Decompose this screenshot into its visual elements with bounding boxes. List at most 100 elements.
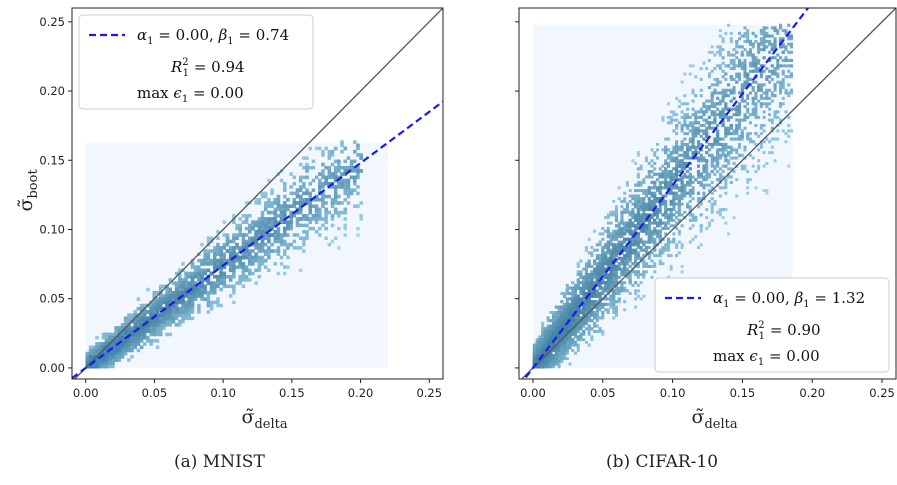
histogram-bin [321,217,325,221]
histogram-bin [321,198,325,202]
histogram-bin [203,290,207,295]
histogram-bin [289,223,293,228]
histogram-bin [557,351,561,355]
histogram-bin [677,194,681,198]
histogram-bin [292,201,297,205]
histogram-bin [642,199,646,203]
histogram-bin [289,217,293,221]
histogram-bin [209,300,214,305]
histogram-bin [104,335,109,340]
histogram-bin [776,53,780,57]
histogram-bin [359,156,363,160]
histogram-bin [178,307,182,311]
histogram-bin [171,307,176,311]
histogram-bin [666,191,670,195]
histogram-bin [133,339,137,343]
histogram-bin [653,232,657,236]
histogram-bin [612,235,616,239]
histogram-bin [732,148,736,152]
histogram-bin [273,236,277,240]
histogram-bin [612,283,616,287]
histogram-bin [754,142,758,146]
histogram-bin [324,175,328,180]
histogram-bin [735,137,739,141]
histogram-bin [691,189,695,193]
histogram-bin [225,262,230,266]
histogram-bin [235,258,239,263]
histogram-bin [311,226,316,231]
histogram-bin [721,151,725,155]
histogram-bin [628,237,632,241]
histogram-bin [710,205,714,209]
histogram-bin [111,361,115,366]
histogram-bin [333,185,338,189]
histogram-bin [276,249,281,253]
histogram-bin [672,159,676,163]
histogram-bin [762,39,766,43]
histogram-bin [248,268,252,273]
histogram-bin [699,159,703,163]
histogram-bin [244,255,249,260]
histogram-bin [696,164,701,168]
histogram-bin [206,310,211,314]
histogram-bin [343,207,347,212]
histogram-bin [691,186,695,190]
histogram-bin [98,345,102,349]
histogram-bin [565,340,569,344]
histogram-bin [634,305,638,309]
histogram-bin [197,274,201,279]
histogram-bin [677,159,681,163]
histogram-bin [677,205,681,209]
histogram-bin [213,281,217,285]
histogram-bin [327,149,332,154]
histogram-bin [244,201,249,205]
histogram-bin [727,161,731,165]
histogram-bin [642,210,646,214]
histogram-bin [776,110,780,114]
histogram-bin [206,278,211,282]
histogram-bin [773,159,777,163]
histogram-bin [683,118,687,122]
histogram-bin [696,199,701,203]
histogram-bin [149,313,153,317]
histogram-bin [623,199,627,203]
histogram-bin [672,202,676,206]
histogram-bin [143,303,147,308]
histogram-bin [754,58,758,62]
histogram-bin [286,198,290,202]
histogram-bin [260,262,265,266]
histogram-bin [244,214,249,218]
histogram-bin [248,255,252,260]
histogram-bin [292,246,297,250]
histogram-bin [187,313,192,317]
histogram-bin [200,242,204,247]
histogram-bin [314,214,319,218]
histogram-bin [187,307,192,311]
histogram-bin [729,75,733,79]
x-tick-label: 0.10 [210,386,236,400]
histogram-bin [279,233,284,237]
legend-r2-label: R2 1 = 0.94 [170,57,245,79]
histogram-bin [718,115,722,119]
histogram-bin [609,297,613,301]
histogram-bin [114,345,118,349]
histogram-bin [286,223,290,228]
histogram-bin [270,242,274,247]
histogram-bin [327,175,332,180]
histogram-bin [235,246,239,250]
histogram-bin [680,164,684,168]
histogram-bin [136,323,141,327]
histogram-bin [171,281,176,285]
histogram-bin [773,137,777,141]
histogram-bin [636,218,640,222]
y-tick-label: 0.00 [39,361,65,375]
histogram-bin [311,204,316,208]
histogram-bin [727,50,731,54]
histogram-bin [295,210,300,215]
histogram-bin [768,96,772,100]
histogram-bin [765,161,769,165]
histogram-bin [283,233,287,237]
histogram-bin [95,358,99,362]
histogram-bin [688,226,692,230]
histogram-bin [219,246,223,250]
